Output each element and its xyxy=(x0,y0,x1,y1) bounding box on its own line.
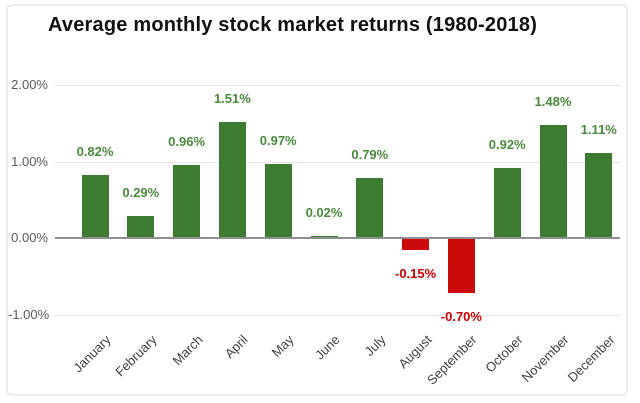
bar-december xyxy=(585,153,613,238)
bar-april xyxy=(218,122,246,238)
gridline-2.00% xyxy=(55,85,620,86)
bar-march xyxy=(173,164,201,238)
y-axis-tick-1: 1.00% xyxy=(11,153,48,169)
chart-card: Average monthly stock market returns (19… xyxy=(6,4,628,396)
bar-september xyxy=(447,239,475,293)
bar-value-label-december: 1.11% xyxy=(580,122,617,138)
gridline-1.00% xyxy=(55,161,620,163)
bar-value-label-august: -0.15% xyxy=(394,266,437,282)
bar-value-label-march: 0.96% xyxy=(168,133,206,149)
bar-value-label-june: 0.02% xyxy=(305,205,343,221)
x-axis-zero-line xyxy=(55,237,620,239)
bar-value-label-april: 1.51% xyxy=(213,91,251,107)
bar-february xyxy=(127,215,155,238)
y-axis-tick-0: 2.00% xyxy=(11,77,48,92)
bar-value-label-may: 0.97% xyxy=(259,132,297,148)
gridline--1.00% xyxy=(55,314,620,316)
y-axis-tick-3: -1.00% xyxy=(8,306,50,322)
bar-value-label-november: 1.48% xyxy=(534,93,572,109)
bar-value-label-july: 0.79% xyxy=(351,146,389,162)
bar-may xyxy=(264,163,292,238)
bar-january xyxy=(81,175,109,238)
bar-july xyxy=(356,177,384,238)
bar-october xyxy=(493,167,521,238)
bar-value-label-october: 0.92% xyxy=(488,136,526,152)
bar-value-label-september: -0.70% xyxy=(440,308,482,324)
bar-value-label-january: 0.82% xyxy=(76,144,114,160)
y-axis-tick-2: 0.00% xyxy=(11,230,48,245)
bar-november xyxy=(539,124,567,238)
bar-value-label-february: 0.29% xyxy=(122,184,160,200)
chart-title: Average monthly stock market returns (19… xyxy=(48,14,538,36)
bar-august xyxy=(402,239,430,251)
